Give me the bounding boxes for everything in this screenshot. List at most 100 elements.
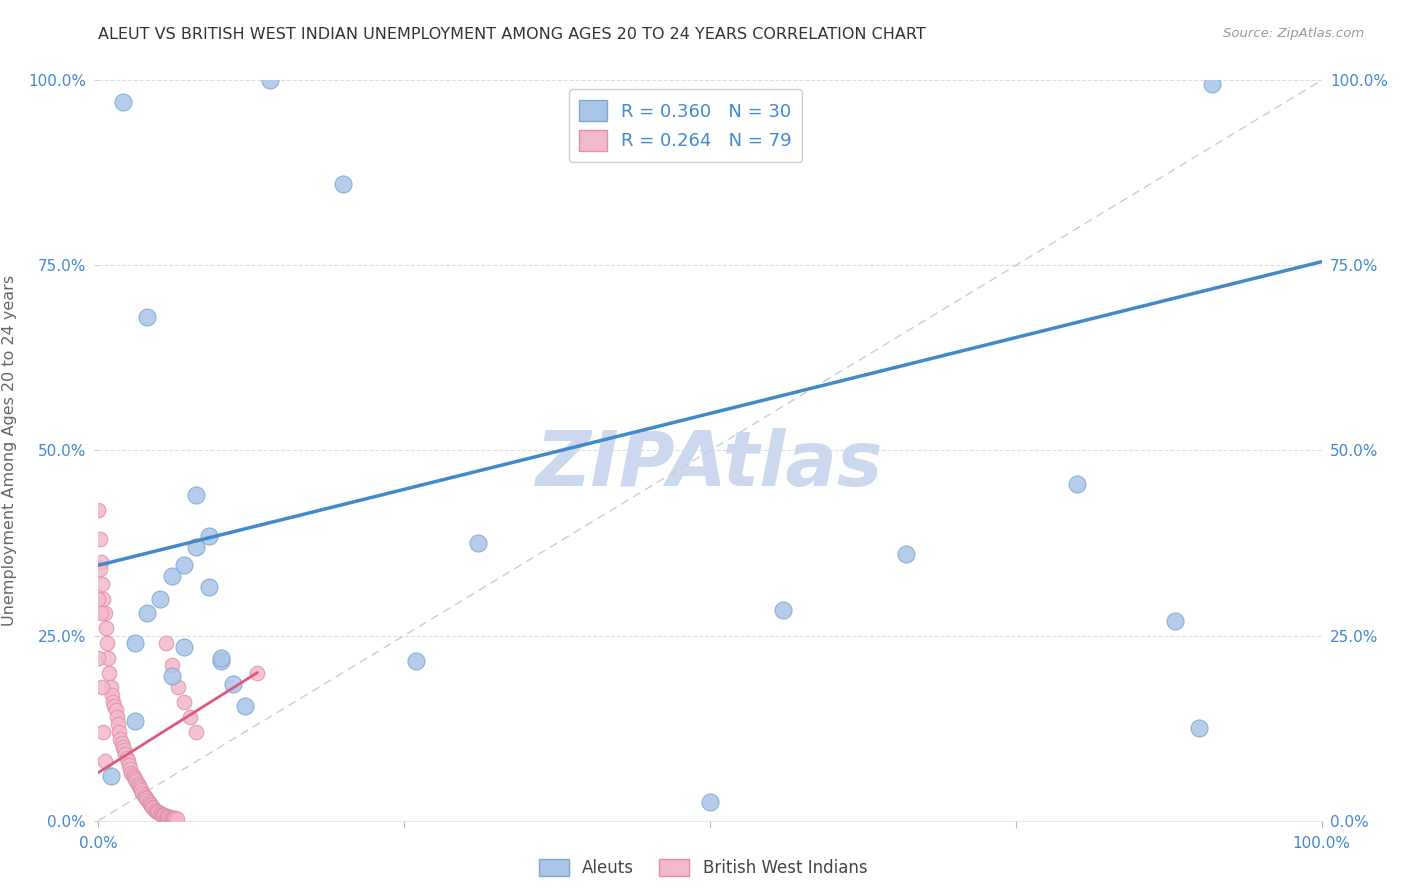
Point xyxy=(125,774,148,789)
Point xyxy=(179,710,201,724)
Point xyxy=(405,655,427,669)
Point xyxy=(124,714,146,728)
Point xyxy=(163,812,186,826)
Point xyxy=(222,676,245,690)
Point xyxy=(332,177,354,191)
Point xyxy=(114,747,136,761)
Point xyxy=(131,785,153,799)
Point xyxy=(91,576,114,591)
Point xyxy=(173,558,195,573)
Point xyxy=(134,789,156,804)
Point xyxy=(136,793,159,807)
Point xyxy=(1201,77,1223,91)
Point xyxy=(100,769,122,783)
Point xyxy=(136,607,159,621)
Point xyxy=(157,810,180,824)
Point xyxy=(97,650,120,665)
Point xyxy=(101,688,124,702)
Point xyxy=(186,724,208,739)
Point xyxy=(89,533,111,547)
Point xyxy=(132,788,155,802)
Point xyxy=(146,805,169,819)
Point xyxy=(87,591,110,606)
Point xyxy=(90,555,112,569)
Point xyxy=(1066,476,1088,491)
Point xyxy=(93,607,115,621)
Point xyxy=(467,536,489,550)
Point xyxy=(91,681,114,695)
Point xyxy=(138,795,160,809)
Point xyxy=(111,95,134,110)
Point xyxy=(111,736,134,750)
Point xyxy=(105,710,128,724)
Text: ZIPAtlas: ZIPAtlas xyxy=(536,428,884,502)
Legend: Aleuts, British West Indians: Aleuts, British West Indians xyxy=(533,852,873,884)
Point xyxy=(772,602,794,616)
Point xyxy=(117,755,139,769)
Point xyxy=(111,739,134,754)
Point xyxy=(197,528,219,542)
Point xyxy=(166,812,188,826)
Point xyxy=(107,717,129,731)
Point xyxy=(93,755,115,769)
Point xyxy=(186,488,208,502)
Point xyxy=(120,762,142,776)
Point xyxy=(122,770,145,784)
Text: Source: ZipAtlas.com: Source: ZipAtlas.com xyxy=(1223,27,1364,40)
Point xyxy=(209,655,232,669)
Point xyxy=(108,724,131,739)
Point xyxy=(94,621,117,635)
Point xyxy=(101,695,124,709)
Point xyxy=(121,768,143,782)
Point xyxy=(124,772,146,787)
Point xyxy=(89,562,111,576)
Point xyxy=(112,743,135,757)
Point xyxy=(139,798,162,813)
Point xyxy=(136,310,159,325)
Point xyxy=(1188,721,1211,735)
Point xyxy=(209,650,232,665)
Point xyxy=(233,698,256,713)
Point xyxy=(98,665,121,680)
Point xyxy=(157,810,180,824)
Point xyxy=(90,607,112,621)
Point xyxy=(156,809,179,823)
Point xyxy=(173,695,195,709)
Point xyxy=(173,640,195,654)
Text: ALEUT VS BRITISH WEST INDIAN UNEMPLOYMENT AMONG AGES 20 TO 24 YEARS CORRELATION : ALEUT VS BRITISH WEST INDIAN UNEMPLOYMEN… xyxy=(98,27,927,42)
Point xyxy=(160,811,183,825)
Point xyxy=(159,811,181,825)
Point xyxy=(149,806,172,821)
Point xyxy=(152,808,174,822)
Point xyxy=(145,804,167,818)
Point xyxy=(103,698,125,713)
Point xyxy=(118,758,141,772)
Point xyxy=(246,665,269,680)
Point xyxy=(167,681,190,695)
Point xyxy=(139,797,162,811)
Point xyxy=(87,502,110,516)
Point xyxy=(153,808,176,822)
Point xyxy=(149,807,172,822)
Point xyxy=(186,540,208,554)
Point xyxy=(165,812,187,826)
Point xyxy=(149,591,172,606)
Point xyxy=(143,803,166,817)
Legend: R = 0.360   N = 30, R = 0.264   N = 79: R = 0.360 N = 30, R = 0.264 N = 79 xyxy=(568,89,803,161)
Point xyxy=(127,776,149,791)
Point xyxy=(129,783,152,797)
Point xyxy=(91,724,114,739)
Point xyxy=(91,591,114,606)
Point xyxy=(155,636,177,650)
Point xyxy=(129,780,152,795)
Point xyxy=(160,658,183,673)
Point xyxy=(87,650,110,665)
Point xyxy=(100,681,122,695)
Point xyxy=(141,799,163,814)
Point xyxy=(259,73,281,87)
Point xyxy=(110,732,132,747)
Point xyxy=(894,547,917,561)
Point xyxy=(115,750,138,764)
Point xyxy=(160,569,183,583)
Point xyxy=(124,636,146,650)
